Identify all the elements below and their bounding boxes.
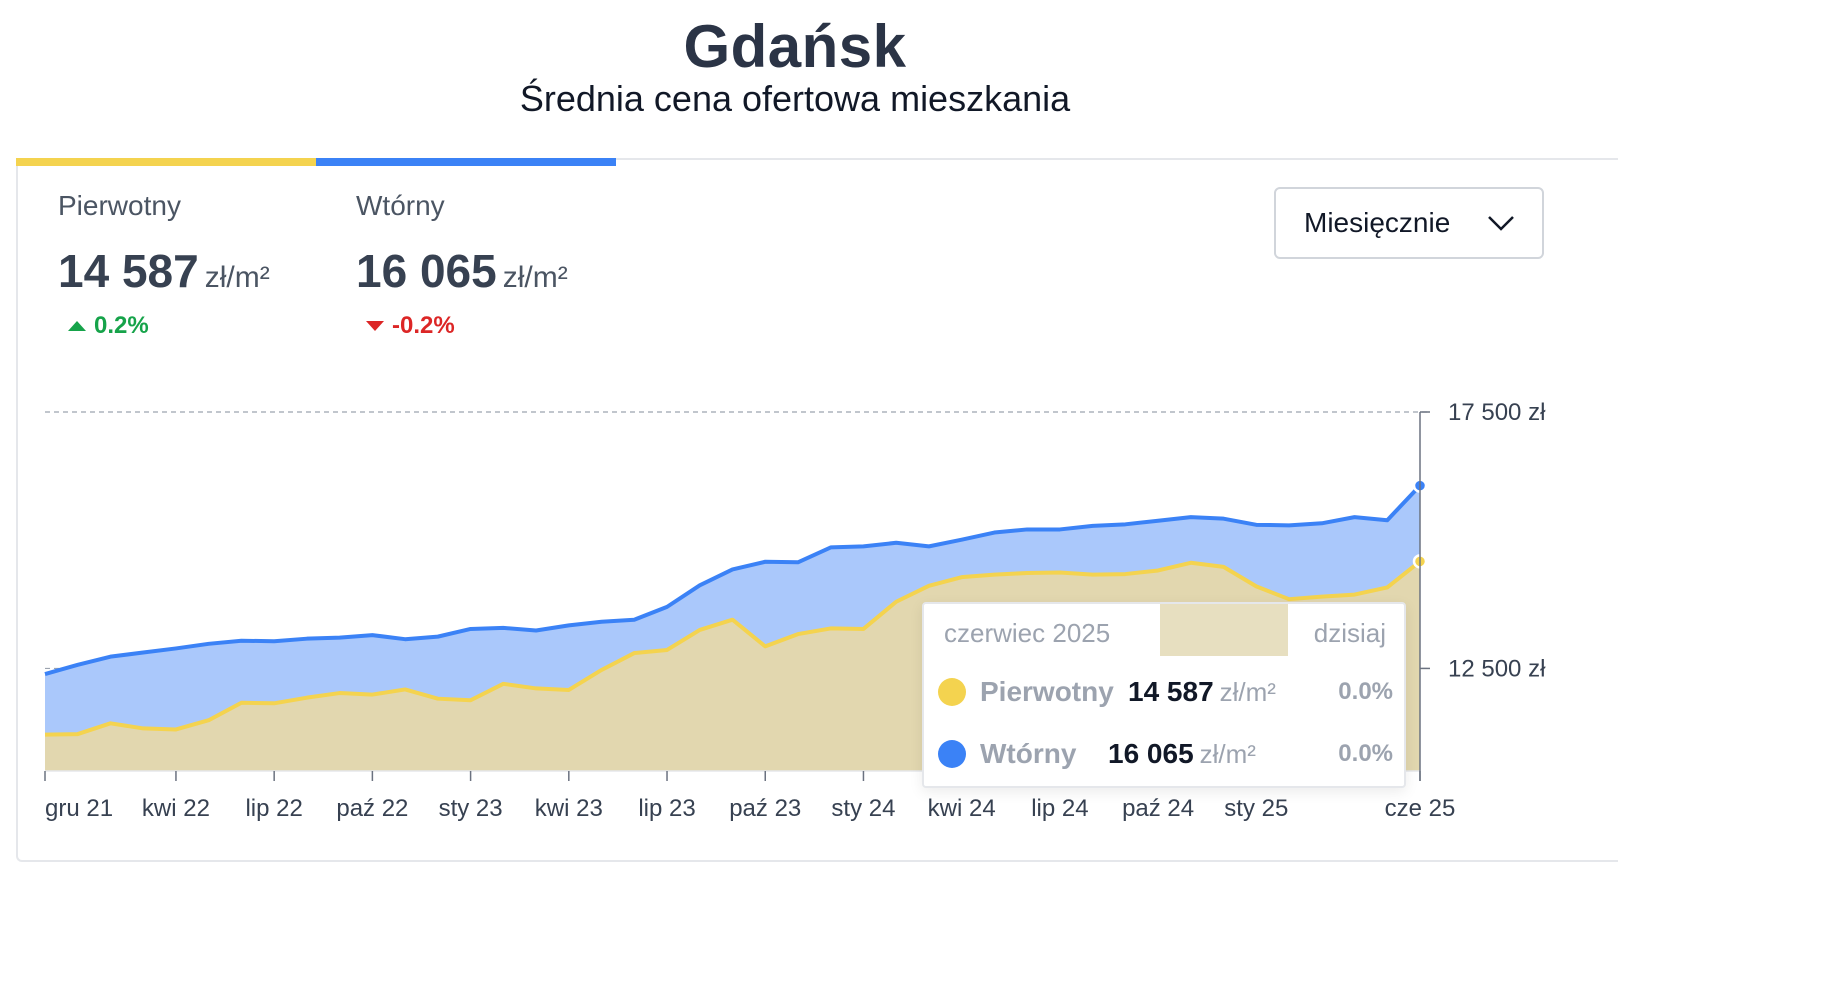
- chart-subtitle: Średnia cena ofertowa mieszkania: [519, 78, 1071, 119]
- tooltip-row-unit: zł/m²: [1219, 676, 1276, 707]
- stat-wtorny-unit: zł/m²: [502, 261, 568, 294]
- period-select-value: Miesięcznie: [1304, 207, 1451, 238]
- tooltip-row-pct: 0.0%: [1338, 740, 1393, 767]
- chevron-down-icon: [1488, 216, 1514, 231]
- x-tick-label: sty 25: [1224, 795, 1288, 822]
- stat-pierwotny-unit: zł/m²: [204, 261, 270, 294]
- tooltip-row-name: Pierwotny: [980, 676, 1114, 707]
- x-tick-label: sty 23: [439, 795, 503, 822]
- stat-pierwotny[interactable]: Pierwotny 14 587 zł/m² 0.2%: [58, 190, 270, 340]
- chart-title: Gdańsk: [683, 13, 907, 80]
- stat-wtorny-value: 16 065: [356, 245, 497, 297]
- stat-pierwotny-change: 0.2%: [94, 312, 149, 339]
- stat-pierwotny-value: 14 587: [58, 245, 199, 297]
- x-tick-label: gru 21: [45, 795, 113, 822]
- stat-wtorny-change: -0.2%: [392, 312, 455, 339]
- wtorny-dot-icon: [938, 740, 966, 768]
- tab-wtorny-indicator[interactable]: [316, 158, 616, 166]
- line-pierwotny: [44, 559, 1422, 737]
- stat-wtorny-value-row: 16 065 zł/m²: [356, 244, 568, 298]
- x-tick-label: kwi 24: [928, 795, 996, 822]
- arrow-down-icon: [366, 321, 384, 331]
- stat-wtorny[interactable]: Wtórny 16 065 zł/m² -0.2%: [356, 190, 568, 340]
- x-tick-label: lip 22: [245, 795, 302, 822]
- tooltip-row-pct: 0.0%: [1338, 678, 1393, 705]
- stat-pierwotny-change-row: 0.2%: [58, 312, 270, 340]
- chart-tooltip: czerwiec 2025 dzisiaj Pierwotny 14 587 z…: [922, 602, 1406, 788]
- tab-pierwotny-indicator[interactable]: [16, 158, 316, 166]
- stat-wtorny-label: Wtórny: [356, 190, 445, 221]
- x-tick-label: sty 24: [831, 795, 895, 822]
- tooltip-row-name: Wtórny: [980, 738, 1077, 769]
- tooltip-month: czerwiec 2025: [944, 618, 1111, 648]
- tooltip-today: dzisiaj: [1313, 618, 1386, 648]
- pierwotny-dot-icon: [938, 678, 966, 706]
- stat-pierwotny-value-row: 14 587 zł/m²: [58, 244, 270, 298]
- y-tick-label: 12 500 zł: [1448, 655, 1546, 682]
- x-tick-label: paź 23: [729, 795, 801, 822]
- x-tick-label: lip 23: [638, 795, 695, 822]
- stat-wtorny-change-row: -0.2%: [356, 312, 568, 340]
- stat-pierwotny-label: Pierwotny: [58, 190, 181, 221]
- tooltip-row-value: 16 065: [1108, 738, 1194, 769]
- tooltip-row-value: 14 587: [1128, 676, 1214, 707]
- line-wtórny: [44, 484, 1422, 676]
- y-tick-label: 17 500 zł: [1448, 399, 1546, 426]
- arrow-up-icon: [68, 321, 86, 331]
- x-tick-label: kwi 23: [535, 795, 603, 822]
- tooltip-row-wtorny: Wtórny 16 065 zł/m² 0.0%: [938, 734, 1393, 774]
- tooltip-row-pierwotny: Pierwotny 14 587 zł/m² 0.0%: [938, 672, 1393, 712]
- x-tick-label: paź 24: [1122, 795, 1194, 822]
- tooltip-row-unit: zł/m²: [1199, 738, 1256, 769]
- tooltip-notch: [1160, 604, 1288, 656]
- x-tick-label: lip 24: [1031, 795, 1088, 822]
- period-select[interactable]: Miesięcznie: [1274, 187, 1544, 259]
- x-tick-label: paź 22: [336, 795, 408, 822]
- x-tick-label: cze 25: [1385, 795, 1456, 822]
- x-tick-label: kwi 22: [142, 795, 210, 822]
